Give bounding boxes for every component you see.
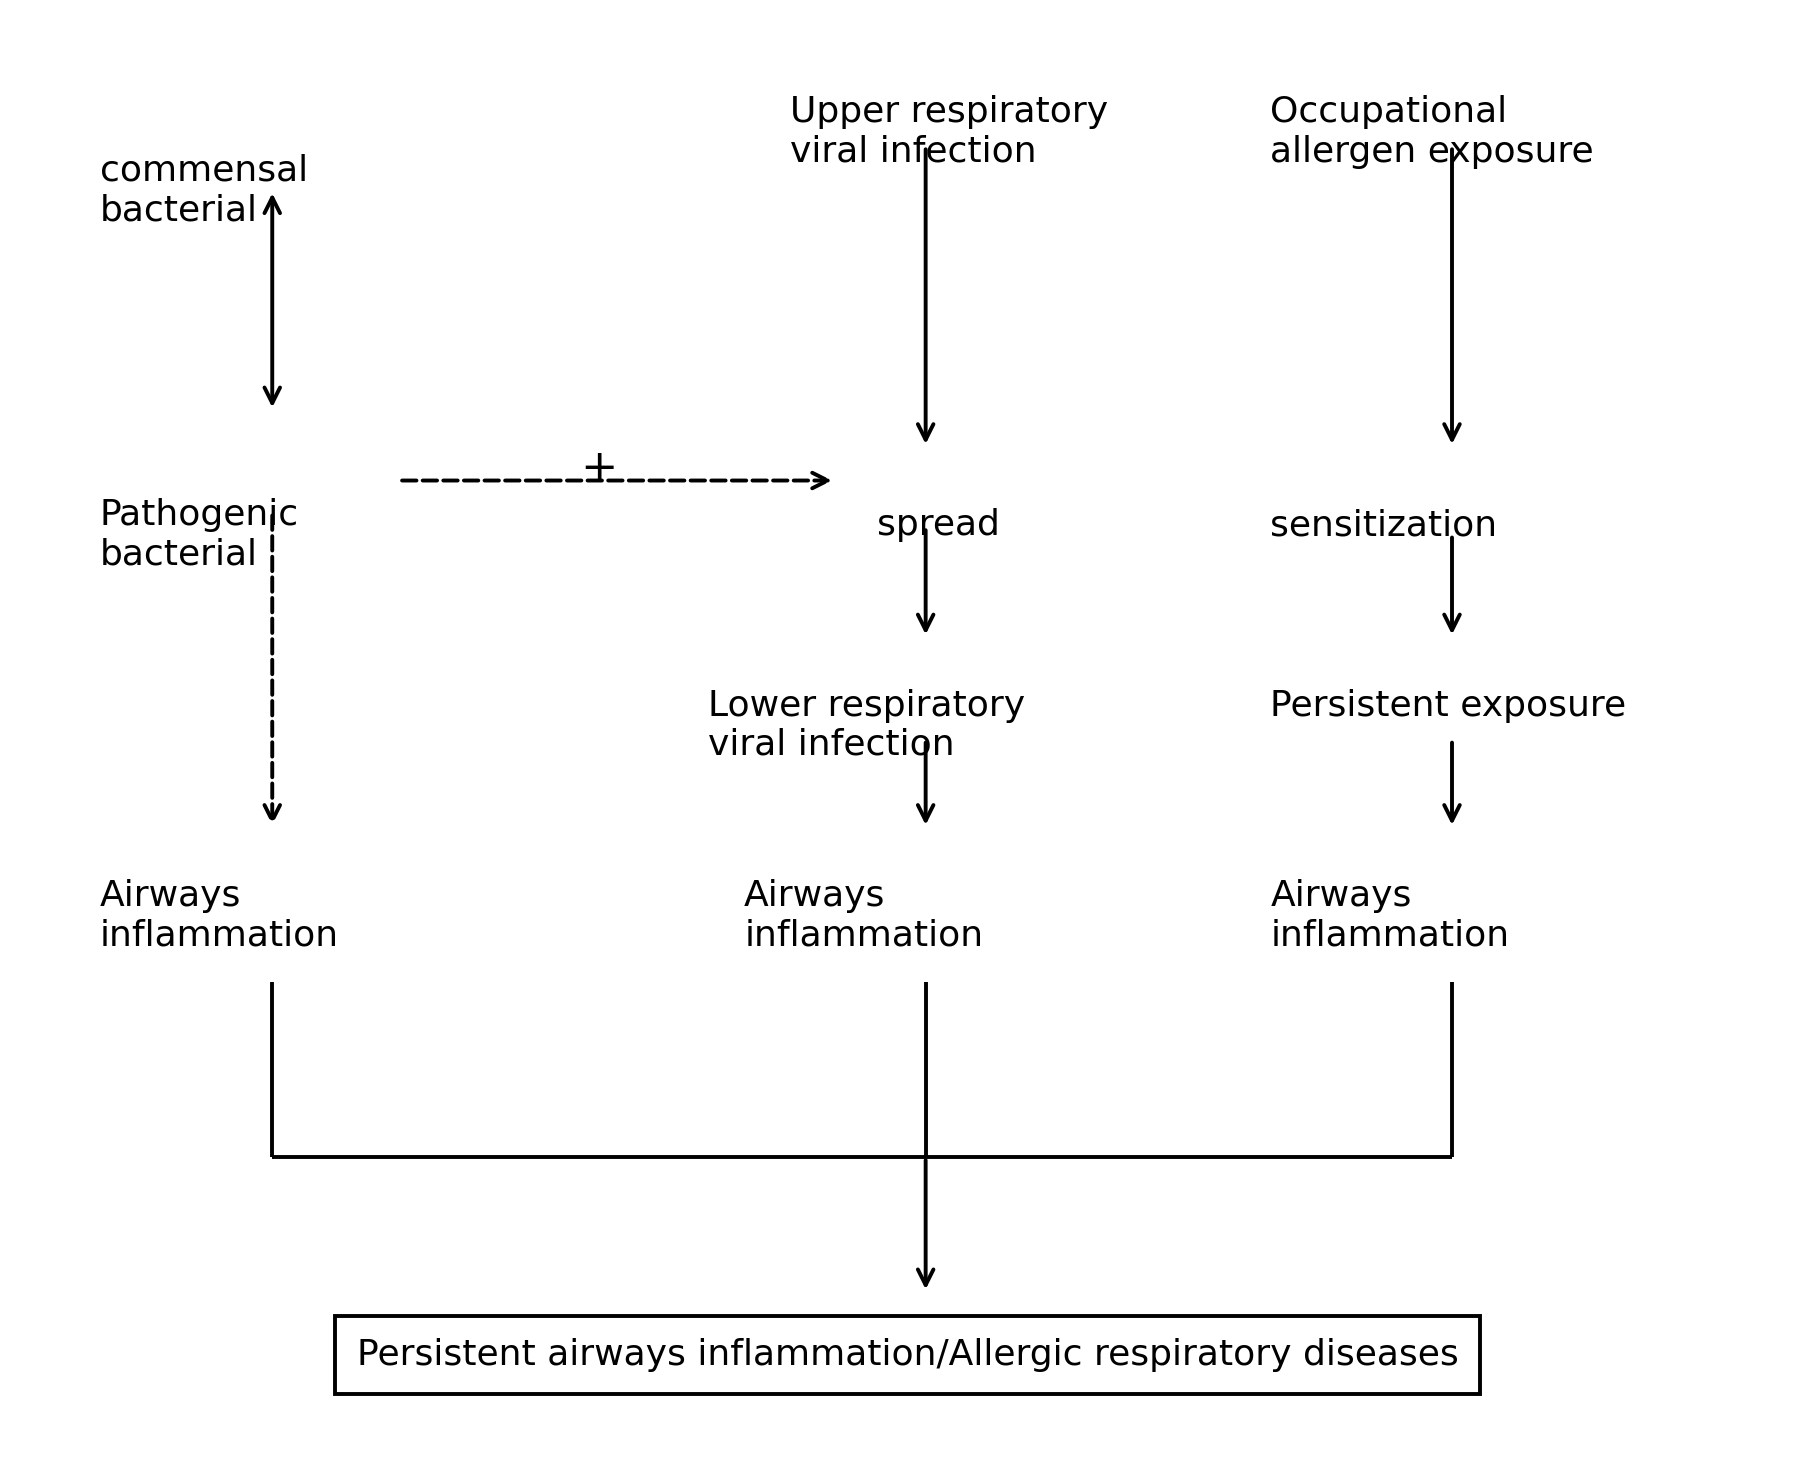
Text: sensitization: sensitization — [1270, 508, 1497, 542]
Text: Upper respiratory
viral infection: Upper respiratory viral infection — [789, 95, 1107, 168]
Text: Lower respiratory
viral infection: Lower respiratory viral infection — [707, 689, 1025, 762]
Text: Airways
inflammation: Airways inflammation — [744, 879, 983, 952]
Text: Persistent exposure: Persistent exposure — [1270, 689, 1625, 722]
Text: Airways
inflammation: Airways inflammation — [100, 879, 339, 952]
Text: Persistent airways inflammation/Allergic respiratory diseases: Persistent airways inflammation/Allergic… — [356, 1338, 1458, 1373]
Text: Pathogenic
bacterial: Pathogenic bacterial — [100, 498, 299, 571]
Text: +: + — [580, 447, 617, 491]
Text: spread: spread — [876, 508, 1000, 542]
Text: Airways
inflammation: Airways inflammation — [1270, 879, 1509, 952]
Text: commensal
bacterial: commensal bacterial — [100, 154, 308, 227]
Text: Occupational
allergen exposure: Occupational allergen exposure — [1270, 95, 1593, 168]
